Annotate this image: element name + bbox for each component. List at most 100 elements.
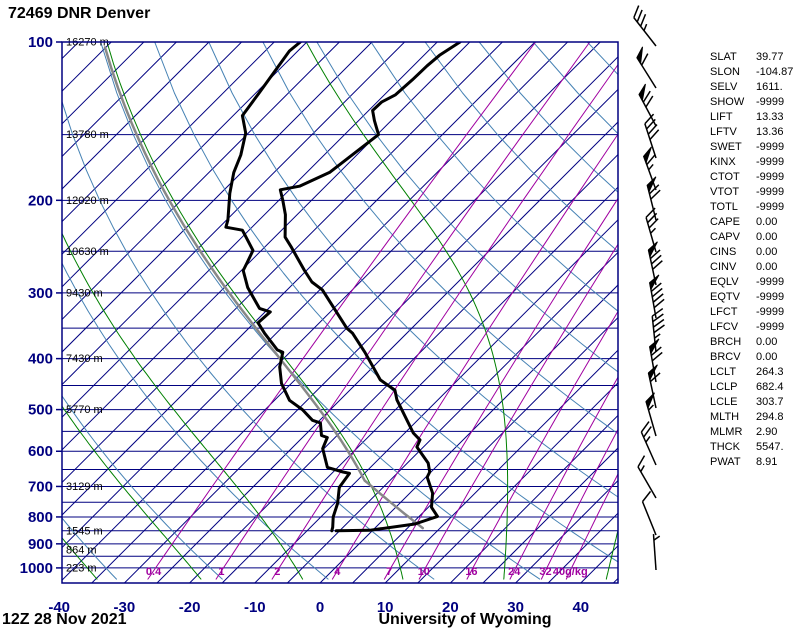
- index-value: 0.00: [756, 336, 778, 348]
- mixing-ratio-label: 40g/kg: [553, 566, 588, 578]
- index-row: LIFT 13.33: [710, 110, 793, 125]
- index-label: BRCH: [710, 336, 742, 348]
- pressure-tick-label: 800: [28, 509, 53, 526]
- index-row: CAPV 0.00: [710, 230, 793, 245]
- index-row: LCLE 303.7: [710, 395, 793, 410]
- index-label: CINV: [710, 261, 737, 273]
- temperature-tick-label: -10: [244, 599, 266, 616]
- wind-barb: [645, 207, 659, 253]
- mixing-ratio-label: 10: [418, 566, 430, 578]
- temperature-axis-labels: -40 -30 -20 -10 0 10 20 30 40: [48, 599, 589, 616]
- index-value: 8.91: [756, 456, 778, 468]
- wind-barb: [633, 5, 657, 47]
- index-label: LCLE: [710, 396, 738, 408]
- index-row: THCK 5547.: [710, 440, 793, 455]
- index-label: LCLP: [710, 381, 738, 393]
- wind-barb: [652, 534, 661, 571]
- index-row: CINS 0.00: [710, 245, 793, 260]
- index-value: 2.90: [756, 426, 778, 438]
- index-label: CINS: [710, 246, 737, 258]
- index-value: -9999: [756, 141, 785, 153]
- index-label: LIFT: [710, 111, 733, 123]
- index-value: 264.3: [756, 366, 784, 378]
- index-row: MLTH 294.8: [710, 410, 793, 425]
- wind-barb: [649, 338, 663, 383]
- mixing-ratio-label: 1: [218, 566, 224, 578]
- index-row: TOTL -9999: [710, 200, 793, 215]
- index-row: SLON -104.87: [710, 65, 793, 80]
- index-value: 39.77: [756, 51, 784, 63]
- index-value: 0.00: [756, 351, 778, 363]
- index-value: -9999: [756, 321, 785, 333]
- index-value: 0.00: [756, 216, 778, 228]
- height-label: 9430 m: [66, 287, 103, 299]
- index-row: LFCV -9999: [710, 320, 793, 335]
- valid-time-label: 12Z 28 Nov 2021: [2, 611, 127, 628]
- pressure-tick-label: 900: [28, 536, 53, 553]
- wind-barb: [647, 364, 661, 409]
- index-row: LCLT 264.3: [710, 365, 793, 380]
- index-value: 5547.: [756, 441, 784, 453]
- wind-barb: [637, 455, 657, 499]
- dry-adiabats: [62, 42, 618, 580]
- wind-barb: [646, 176, 661, 221]
- index-value: -9999: [756, 276, 785, 288]
- index-value: -9999: [756, 156, 785, 168]
- station-title: 72469 DNR Denver: [8, 5, 151, 22]
- index-value: -9999: [756, 201, 785, 213]
- moist-adiabats: [62, 42, 618, 580]
- index-value: 0.00: [756, 261, 778, 273]
- pressure-tick-label: 200: [28, 192, 53, 209]
- index-label: TOTL: [710, 201, 738, 213]
- index-value: 13.33: [756, 111, 784, 123]
- pressure-tick-label: 500: [28, 402, 53, 419]
- index-value: -9999: [756, 171, 785, 183]
- temperature-tick-label: 10: [377, 599, 394, 616]
- pressure-tick-label: 100: [28, 34, 53, 51]
- index-value: -9999: [756, 186, 785, 198]
- index-value: 0.00: [756, 231, 778, 243]
- index-value: -9999: [756, 306, 785, 318]
- index-label: LCLT: [710, 366, 737, 378]
- index-label: SLAT: [710, 51, 737, 63]
- index-row: EQLV -9999: [710, 275, 793, 290]
- mixing-ratio-lines: [147, 42, 618, 580]
- mixing-ratio-label: 2: [274, 566, 280, 578]
- index-label: EQTV: [710, 291, 740, 303]
- dewpoint-trace: [224, 42, 351, 533]
- wind-barb: [644, 113, 660, 159]
- wind-barb: [642, 146, 657, 191]
- index-row: KINX -9999: [710, 155, 793, 170]
- wind-barb-column: [633, 5, 665, 571]
- index-row: BRCH 0.00: [710, 335, 793, 350]
- index-label: BRCV: [710, 351, 741, 363]
- pressure-tick-label: 1000: [20, 560, 53, 577]
- mixing-ratio-labels: 0.4 1 2 4 7 10 16 24 32 40g/kg: [146, 566, 588, 578]
- height-label: 10630 m: [66, 246, 109, 258]
- parcel-trace: [103, 46, 425, 530]
- index-value: 1611.: [756, 81, 783, 93]
- index-value: -9999: [756, 96, 785, 108]
- mixing-ratio-label: 32: [539, 566, 551, 578]
- pressure-tick-label: 700: [28, 478, 53, 495]
- index-row: MLMR 2.90: [710, 425, 793, 440]
- height-label: 12020 m: [66, 195, 109, 207]
- index-row: CINV 0.00: [710, 260, 793, 275]
- mixing-ratio-label: 7: [386, 566, 392, 578]
- stability-indices-panel: SLAT 39.77 SLON -104.87 SELV 1611. SHOW -9999 LI…: [710, 50, 793, 470]
- index-row: LCLP 682.4: [710, 380, 793, 395]
- wind-barb: [636, 46, 657, 89]
- temperature-tick-label: 20: [442, 599, 459, 616]
- temperature-tick-label: -40: [48, 599, 70, 616]
- index-value: -9999: [756, 291, 785, 303]
- temperature-tick-label: 40: [572, 599, 589, 616]
- index-row: SHOW -9999: [710, 95, 793, 110]
- index-label: SWET: [710, 141, 742, 153]
- index-label: SLON: [710, 66, 740, 78]
- index-value: 13.36: [756, 126, 784, 138]
- index-row: SLAT 39.77: [710, 50, 793, 65]
- wind-barb: [641, 490, 657, 536]
- index-value: 294.8: [756, 411, 784, 423]
